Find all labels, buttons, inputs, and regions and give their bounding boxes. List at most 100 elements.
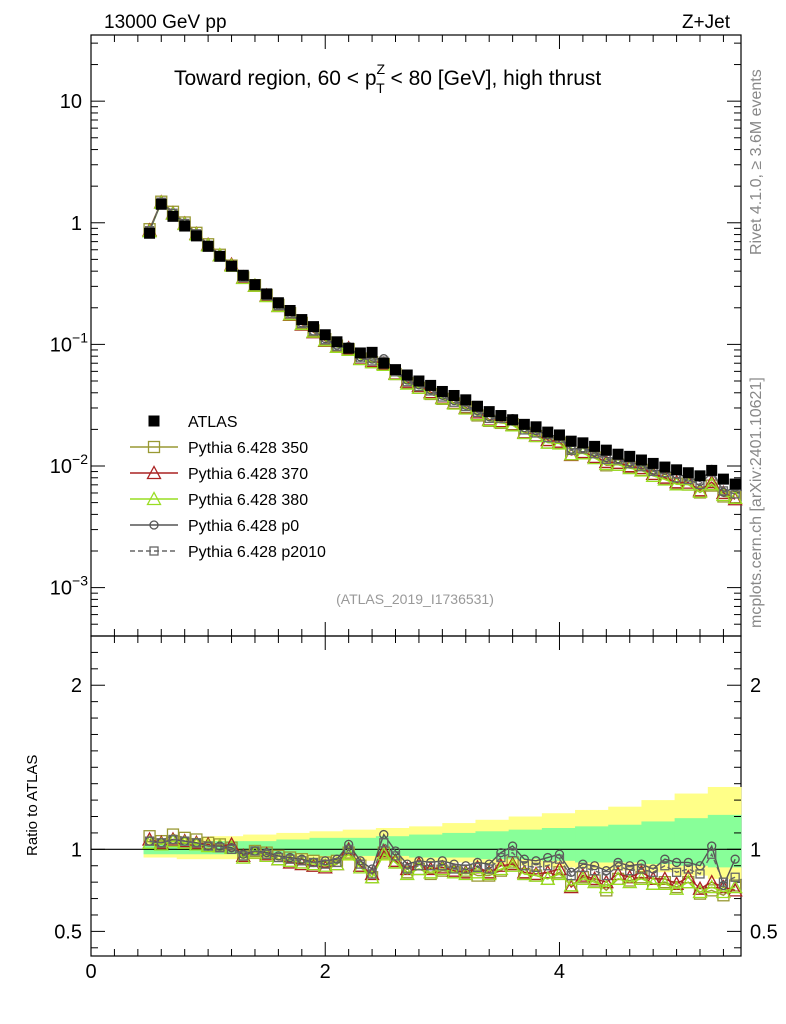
series-380-ratio-point xyxy=(493,861,509,876)
series-p2010-ratio-point xyxy=(636,864,647,874)
legend-label: Pythia 6.428 380 xyxy=(188,492,308,509)
series-p0-ratio-point xyxy=(449,859,459,869)
series-p2010-ratio-point xyxy=(425,861,436,871)
atlas-data-point xyxy=(144,227,156,239)
ratio-band-green-segment xyxy=(475,831,510,860)
ratio-band-green-segment xyxy=(276,839,311,855)
legend-label: Pythia 6.428 350 xyxy=(188,440,308,457)
ratio-panel-frame xyxy=(90,635,742,957)
series-p2010-ratio-point xyxy=(238,851,248,861)
ratio-y-tick-label-left: 0.5 xyxy=(54,921,82,943)
atlas-data-point xyxy=(682,467,694,479)
series-380-main-point xyxy=(657,471,673,486)
atlas-data-point xyxy=(390,364,402,376)
series-380-ratio-point xyxy=(715,884,732,899)
atlas-data-point xyxy=(202,240,214,252)
series-380-ratio-point xyxy=(727,879,743,894)
ratio-band-green-segment xyxy=(575,826,609,863)
series-p2010-main-point xyxy=(730,489,740,499)
series-p0-ratio-point xyxy=(367,864,377,874)
series-p2010-ratio-point xyxy=(578,862,588,873)
y-tick-label: 10 xyxy=(60,91,82,113)
series-380-ratio-point xyxy=(387,854,404,869)
y-tick-label: 10−2 xyxy=(50,451,88,478)
atlas-data-point xyxy=(226,260,238,272)
atlas-data-point xyxy=(624,450,636,462)
series-p2010-ratio-point xyxy=(660,861,670,871)
ratio-y-tick-label-right: 0.5 xyxy=(750,921,778,943)
atlas-data-point xyxy=(167,210,179,222)
header-right-label: Z+Jet xyxy=(682,12,731,33)
series-380-ratio-point xyxy=(563,877,579,892)
series-p2010-ratio-point xyxy=(554,854,565,864)
series-p2010-ratio-point xyxy=(625,866,635,876)
analysis-id-label: (ATLAS_2019_I1736531) xyxy=(336,591,494,607)
ratio-band-green-segment xyxy=(409,834,443,858)
y-tick-label-base: 10 xyxy=(50,334,72,356)
series-370-ratio-point xyxy=(352,857,368,872)
series-p2010-ratio-point xyxy=(320,859,330,869)
series-380-ratio-point xyxy=(680,874,696,889)
series-370-ratio-point xyxy=(364,866,380,881)
series-370-ratio-point xyxy=(540,864,556,879)
atlas-data-point xyxy=(366,346,378,358)
atlas-data-point xyxy=(308,321,320,333)
legend-marker xyxy=(146,465,162,480)
atlas-data-point xyxy=(237,269,249,281)
series-p2010-ratio-point xyxy=(601,870,611,881)
series-370-ratio-point xyxy=(376,843,392,858)
series-p2010-ratio-point xyxy=(297,856,307,866)
x-tick-label: 4 xyxy=(554,961,565,983)
series-p2010-ratio-point xyxy=(589,866,600,876)
plot-title-suffix: < 80 [GeV], high thrust xyxy=(385,67,602,90)
series-380-ratio-point xyxy=(692,884,708,899)
series-p0-ratio-point xyxy=(625,861,635,871)
series-p2010-ratio-point xyxy=(507,847,518,858)
atlas-data-point xyxy=(542,426,554,438)
series-370-main-point xyxy=(610,454,626,469)
series-p0-ratio-point xyxy=(496,847,506,858)
atlas-data-point xyxy=(471,400,483,412)
series-p2010-ratio-point xyxy=(285,854,295,864)
atlas-data-point xyxy=(425,379,437,391)
series-380-main-point xyxy=(704,476,720,491)
atlas-data-point xyxy=(378,357,390,369)
y-tick-label-base: 10 xyxy=(50,578,72,600)
series-380-main-point xyxy=(528,428,544,443)
series-p0-ratio-point xyxy=(671,857,682,868)
legend-marker xyxy=(149,520,159,530)
legend-label: Pythia 6.428 p0 xyxy=(188,518,299,535)
series-p0-ratio-point xyxy=(472,857,483,868)
series-380-ratio-point xyxy=(505,857,521,872)
series-p0-ratio-point xyxy=(437,856,448,866)
series-370-ratio-point xyxy=(505,856,521,871)
ratio-panel-series xyxy=(141,828,743,902)
series-370-ratio-point xyxy=(423,861,439,876)
atlas-data-point xyxy=(354,347,366,359)
series-p2010-ratio-point xyxy=(648,867,658,877)
series-370-main-point xyxy=(680,474,696,489)
series-p2010-ratio-point xyxy=(718,877,729,887)
atlas-data-point xyxy=(190,230,202,242)
series-p2010-ratio-point xyxy=(543,861,553,871)
ratio-y-tick-label-left: 1 xyxy=(71,839,82,861)
legend-marker-atlas xyxy=(148,415,160,427)
series-p2010-ratio-point xyxy=(437,861,448,871)
ratio-band-green-segment xyxy=(641,821,676,865)
series-p2010-ratio-point xyxy=(484,864,494,874)
atlas-data-point xyxy=(214,250,226,262)
series-380-main-point xyxy=(668,476,685,491)
series-380-main-point xyxy=(551,435,568,450)
ratio-band-green-segment xyxy=(707,814,742,868)
legend-label: Pythia 6.428 370 xyxy=(188,466,308,483)
series-380-main-point xyxy=(633,462,650,477)
series-380-ratio-point xyxy=(434,861,450,876)
series-380-ratio-point xyxy=(622,874,638,889)
y-tick-label: 10−1 xyxy=(50,329,88,356)
atlas-data-point xyxy=(694,470,706,482)
atlas-data-point xyxy=(272,297,284,309)
series-p2010-ratio-point xyxy=(355,859,366,869)
series-380-ratio-point xyxy=(364,869,380,884)
series-380-ratio-point xyxy=(551,866,568,881)
